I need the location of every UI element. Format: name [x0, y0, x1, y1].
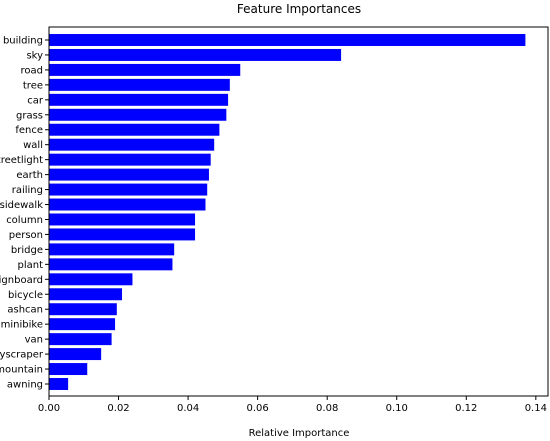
bar-sidewalk [49, 198, 206, 211]
bar-road [49, 63, 241, 76]
x-tick-label: 0.08 [316, 403, 338, 414]
x-tick-label: 0.06 [247, 403, 269, 414]
bar-earth [49, 168, 209, 181]
y-axis-ticks: building sky road tree car grass fence wall stre… [0, 36, 49, 391]
x-tick-label: 0.12 [455, 403, 477, 414]
y-tick-label: mountain [0, 365, 43, 376]
plot-frame [48, 26, 549, 397]
y-tick-label: signboard [0, 275, 43, 286]
bar-plant [49, 258, 173, 271]
bar-streetlight [49, 153, 211, 166]
y-tick-label: streetlight [0, 155, 43, 166]
y-tick-label: wall [23, 140, 43, 151]
y-tick-label: minibike [1, 320, 43, 331]
bar-van [49, 333, 112, 346]
bar-signboard [49, 273, 133, 286]
x-axis-ticks: 0.00 0.02 0.04 0.06 0.08 0.10 0.12 0.14 [38, 396, 547, 414]
y-tick-label: person [9, 230, 43, 241]
y-tick-label: railing [12, 185, 43, 196]
bar-wall [49, 138, 215, 151]
y-tick-label: bridge [11, 245, 43, 256]
x-tick-label: 0.14 [525, 403, 547, 414]
bar-mountain [49, 363, 88, 376]
y-tick-label: road [21, 65, 44, 76]
bar-building [49, 34, 526, 46]
bar-fence [49, 123, 220, 136]
bar-bridge [49, 243, 175, 256]
y-tick-label: bicycle [8, 290, 43, 301]
bar-ashcan [49, 303, 117, 316]
bars-layer [49, 34, 526, 390]
bar-tree [49, 78, 230, 91]
bar-car [49, 93, 229, 106]
y-tick-label: building [3, 36, 43, 47]
bar-minibike [49, 318, 116, 331]
bar-person [49, 228, 196, 241]
bar-sky [49, 48, 342, 61]
y-tick-label: skyscraper [0, 350, 44, 361]
x-tick-label: 0.02 [107, 403, 129, 414]
bar-railing [49, 183, 208, 196]
y-tick-label: earth [16, 170, 43, 181]
y-tick-label: car [27, 95, 44, 106]
bar-bicycle [49, 288, 123, 301]
y-tick-label: plant [17, 260, 43, 271]
y-tick-label: ashcan [7, 305, 43, 316]
bar-grass [49, 108, 227, 121]
y-tick-label: tree [23, 80, 43, 91]
bar-column [49, 213, 196, 226]
y-tick-label: van [25, 335, 43, 346]
y-tick-label: awning [7, 380, 43, 391]
bar-skyscraper [49, 348, 102, 361]
y-tick-label: fence [15, 125, 43, 136]
bar-awning [49, 378, 69, 390]
y-tick-label: sky [26, 50, 43, 61]
x-tick-label: 0.00 [38, 403, 60, 414]
chart-title: Feature Importances [237, 2, 361, 16]
x-axis-label: Relative Importance [249, 428, 350, 439]
x-tick-label: 0.10 [386, 403, 408, 414]
x-tick-label: 0.04 [177, 403, 199, 414]
y-tick-label: sidewalk [0, 200, 43, 211]
y-tick-label: column [6, 215, 43, 226]
y-tick-label: grass [16, 110, 43, 121]
